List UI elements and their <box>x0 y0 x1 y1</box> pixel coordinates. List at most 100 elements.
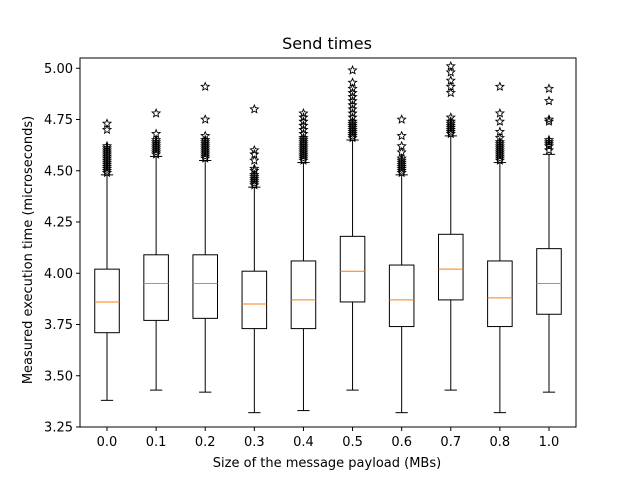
outlier-marker <box>101 118 113 128</box>
outlier-marker <box>200 142 211 153</box>
outlier-marker <box>101 151 113 161</box>
outlier-marker <box>249 179 260 190</box>
outlier-marker <box>347 64 358 75</box>
outlier-marker <box>200 134 211 145</box>
outlier-marker <box>151 128 162 139</box>
outlier-marker <box>494 107 505 118</box>
box-body <box>487 260 513 328</box>
y-tick-label: 4.25 <box>44 216 73 231</box>
outlier-marker <box>445 87 456 98</box>
outlier-marker <box>249 173 260 184</box>
outlier-marker <box>396 114 407 124</box>
outlier-marker <box>543 138 555 149</box>
outlier-marker <box>151 140 162 151</box>
outlier-marker <box>101 167 113 178</box>
outlier-marker <box>396 163 407 174</box>
outlier-marker <box>151 146 162 157</box>
outlier-marker <box>396 155 407 165</box>
outlier-marker <box>347 124 358 135</box>
x-tick-label: 0.1 <box>146 435 167 450</box>
outlier-marker <box>347 77 358 87</box>
x-tick-label: 0.7 <box>440 435 461 450</box>
outlier-marker <box>396 140 407 151</box>
outlier-marker <box>396 130 407 141</box>
outlier-marker <box>494 142 505 153</box>
x-tick-label: 0.8 <box>490 435 511 450</box>
outlier-marker <box>445 122 456 133</box>
outlier-marker <box>101 157 113 167</box>
chart-title: Send times <box>282 34 372 53</box>
y-tick-label: 5.00 <box>44 62 73 77</box>
outlier-marker <box>347 103 358 114</box>
box-body <box>388 264 415 328</box>
outlier-marker <box>151 148 162 159</box>
outlier-marker <box>200 81 211 92</box>
outlier-marker <box>347 118 358 128</box>
outlier-marker <box>494 153 505 163</box>
outlier-marker <box>101 146 113 157</box>
outlier-marker <box>494 151 505 161</box>
outlier-marker <box>396 159 407 169</box>
outlier-marker <box>396 153 407 163</box>
outlier-marker <box>396 161 407 172</box>
outlier-marker <box>298 148 309 159</box>
outlier-marker <box>543 114 555 124</box>
box-0-8 <box>487 81 513 414</box>
outlier-marker <box>298 107 309 118</box>
outlier-marker <box>543 140 555 151</box>
outlier-marker <box>445 75 456 85</box>
outlier-marker <box>101 165 113 176</box>
outlier-marker <box>347 112 358 122</box>
box-body <box>192 254 219 319</box>
outlier-marker <box>543 95 555 106</box>
outlier-marker <box>101 159 113 169</box>
box-1-0 <box>536 83 562 393</box>
outlier-marker <box>396 146 407 157</box>
outlier-marker <box>396 157 407 167</box>
outlier-marker <box>101 163 113 174</box>
outlier-marker <box>298 151 309 161</box>
outlier-marker <box>101 144 113 155</box>
box-0-0 <box>94 118 120 401</box>
plot-frame <box>79 57 577 428</box>
box-0-3 <box>241 103 268 414</box>
outlier-marker <box>101 142 113 153</box>
y-axis: 3.25 3.50 3.75 4.00 4.25 4.50 4.75 5.00 <box>44 62 80 436</box>
outlier-marker <box>543 83 555 94</box>
outlier-marker <box>298 112 309 122</box>
x-tick-label: 0.4 <box>293 435 314 450</box>
outlier-marker <box>543 134 555 145</box>
outlier-marker <box>494 155 505 165</box>
outlier-marker <box>445 118 456 128</box>
outlier-marker <box>445 128 456 139</box>
outlier-marker <box>396 167 407 178</box>
outlier-marker <box>347 132 358 143</box>
outlier-marker <box>445 81 456 92</box>
outlier-marker <box>543 144 555 155</box>
outlier-marker <box>445 60 456 71</box>
box-body <box>339 235 366 303</box>
x-tick-label: 0.3 <box>244 435 265 450</box>
outlier-marker <box>543 136 555 147</box>
outlier-marker <box>298 134 309 145</box>
outlier-marker <box>494 132 505 143</box>
outlier-marker <box>200 151 211 161</box>
outlier-marker <box>200 146 211 157</box>
outlier-marker <box>494 138 505 149</box>
outlier-marker <box>494 136 505 147</box>
outlier-marker <box>249 165 260 176</box>
outlier-marker <box>200 144 211 155</box>
outlier-marker <box>347 128 358 139</box>
box-0-1 <box>143 107 169 391</box>
outlier-marker <box>298 120 309 131</box>
outlier-marker <box>396 165 407 176</box>
box-body <box>143 254 169 321</box>
box-body <box>437 233 464 301</box>
outlier-marker <box>101 161 113 171</box>
outlier-marker <box>200 153 211 163</box>
outlier-marker <box>445 66 456 77</box>
box-0-5 <box>339 64 366 391</box>
box-body <box>290 260 317 330</box>
outlier-marker <box>494 146 505 157</box>
outlier-marker <box>298 146 309 157</box>
